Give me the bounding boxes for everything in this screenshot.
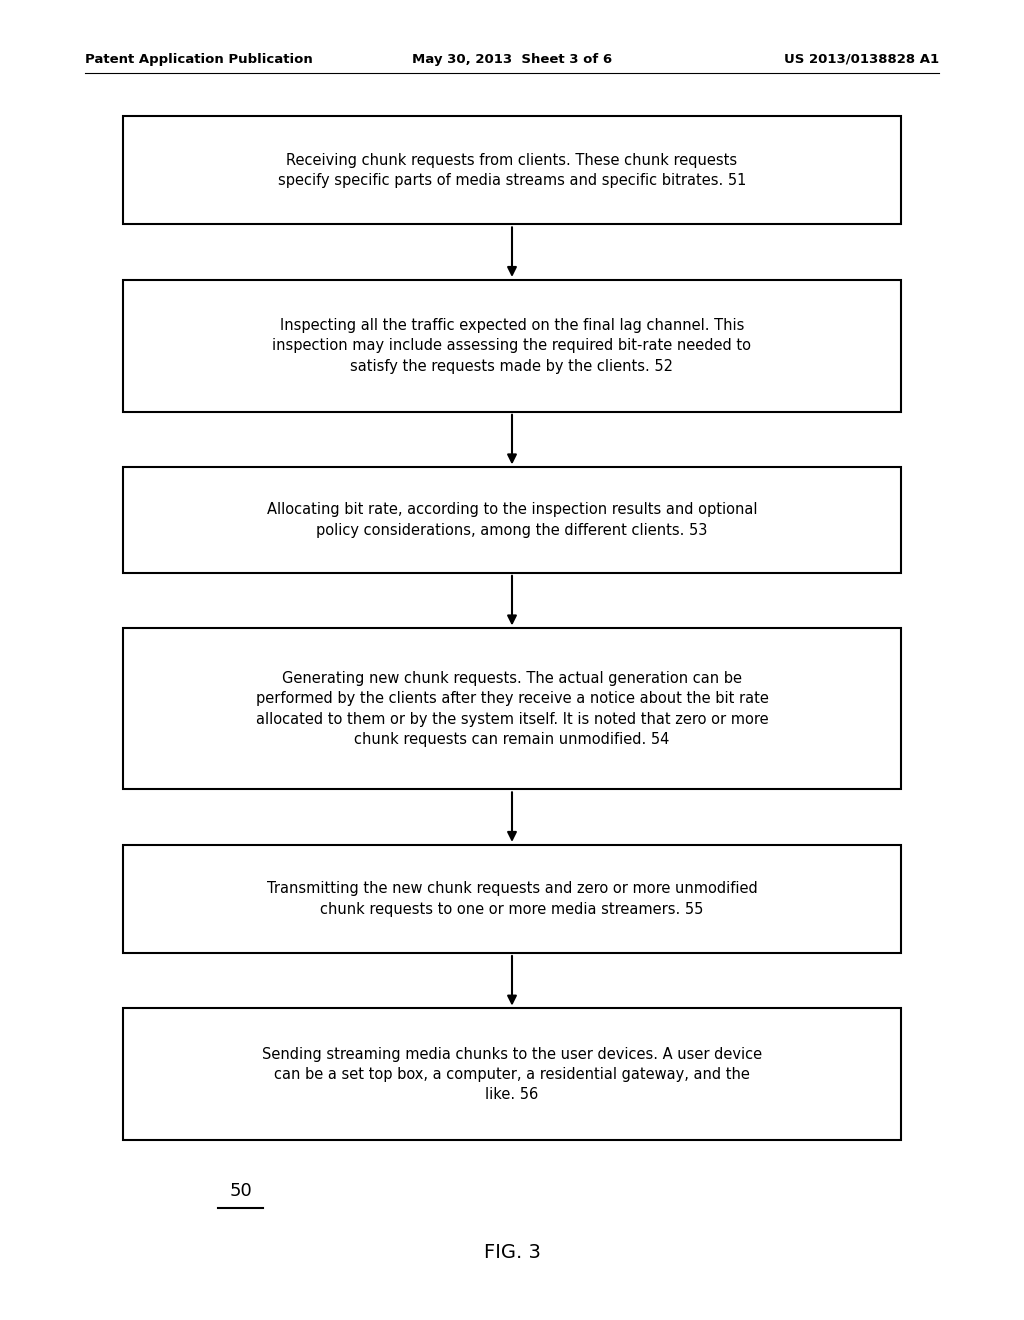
Text: Generating new chunk requests. The actual generation can be
performed by the cli: Generating new chunk requests. The actua… [256, 671, 768, 747]
Bar [123, 845, 901, 953]
Text: 50: 50 [229, 1181, 252, 1200]
Text: Allocating bit rate, according to the inspection results and optional
policy con: Allocating bit rate, according to the in… [266, 503, 758, 537]
Bar [123, 467, 901, 573]
Text: Transmitting the new chunk requests and zero or more unmodified
chunk requests t: Transmitting the new chunk requests and … [266, 882, 758, 916]
Bar [123, 280, 901, 412]
Text: Patent Application Publication: Patent Application Publication [85, 53, 312, 66]
Text: Sending streaming media chunks to the user devices. A user device
can be a set t: Sending streaming media chunks to the us… [262, 1047, 762, 1102]
Text: US 2013/0138828 A1: US 2013/0138828 A1 [784, 53, 939, 66]
Text: May 30, 2013  Sheet 3 of 6: May 30, 2013 Sheet 3 of 6 [412, 53, 612, 66]
Text: Inspecting all the traffic expected on the final lag channel. This
inspection ma: Inspecting all the traffic expected on t… [272, 318, 752, 374]
Text: Receiving chunk requests from clients. These chunk requests
specify specific par: Receiving chunk requests from clients. T… [278, 153, 746, 187]
Bar [123, 628, 901, 789]
Text: FIG. 3: FIG. 3 [483, 1243, 541, 1262]
Bar [123, 116, 901, 224]
Bar [123, 1008, 901, 1140]
